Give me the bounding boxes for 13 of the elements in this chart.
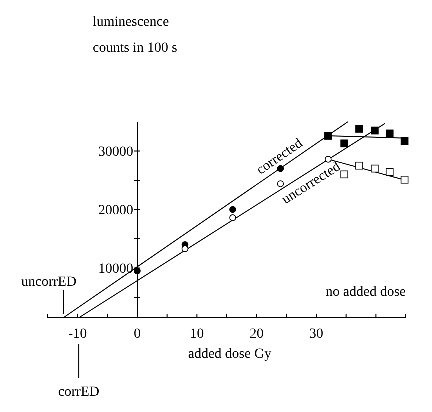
x-tick-label: 10 [190,327,204,342]
x-tick-label: -10 [68,327,88,342]
y-tick-label: 20000 [98,204,134,219]
ref-line-label: uncorrED [22,275,77,290]
ref-line-label: corrED [58,385,100,400]
y-tick-label: 10000 [98,262,134,278]
y-tick-label: 30000 [98,145,134,160]
x-axis-title: added dose Gy [188,347,272,362]
x-tick-label: 0 [134,327,141,342]
x-tick-label: 30 [310,327,324,342]
annotation: no added dose [326,285,406,300]
x-tick-label: 20 [250,327,264,342]
y-axis-title: luminescence counts in 100 s [93,15,178,56]
